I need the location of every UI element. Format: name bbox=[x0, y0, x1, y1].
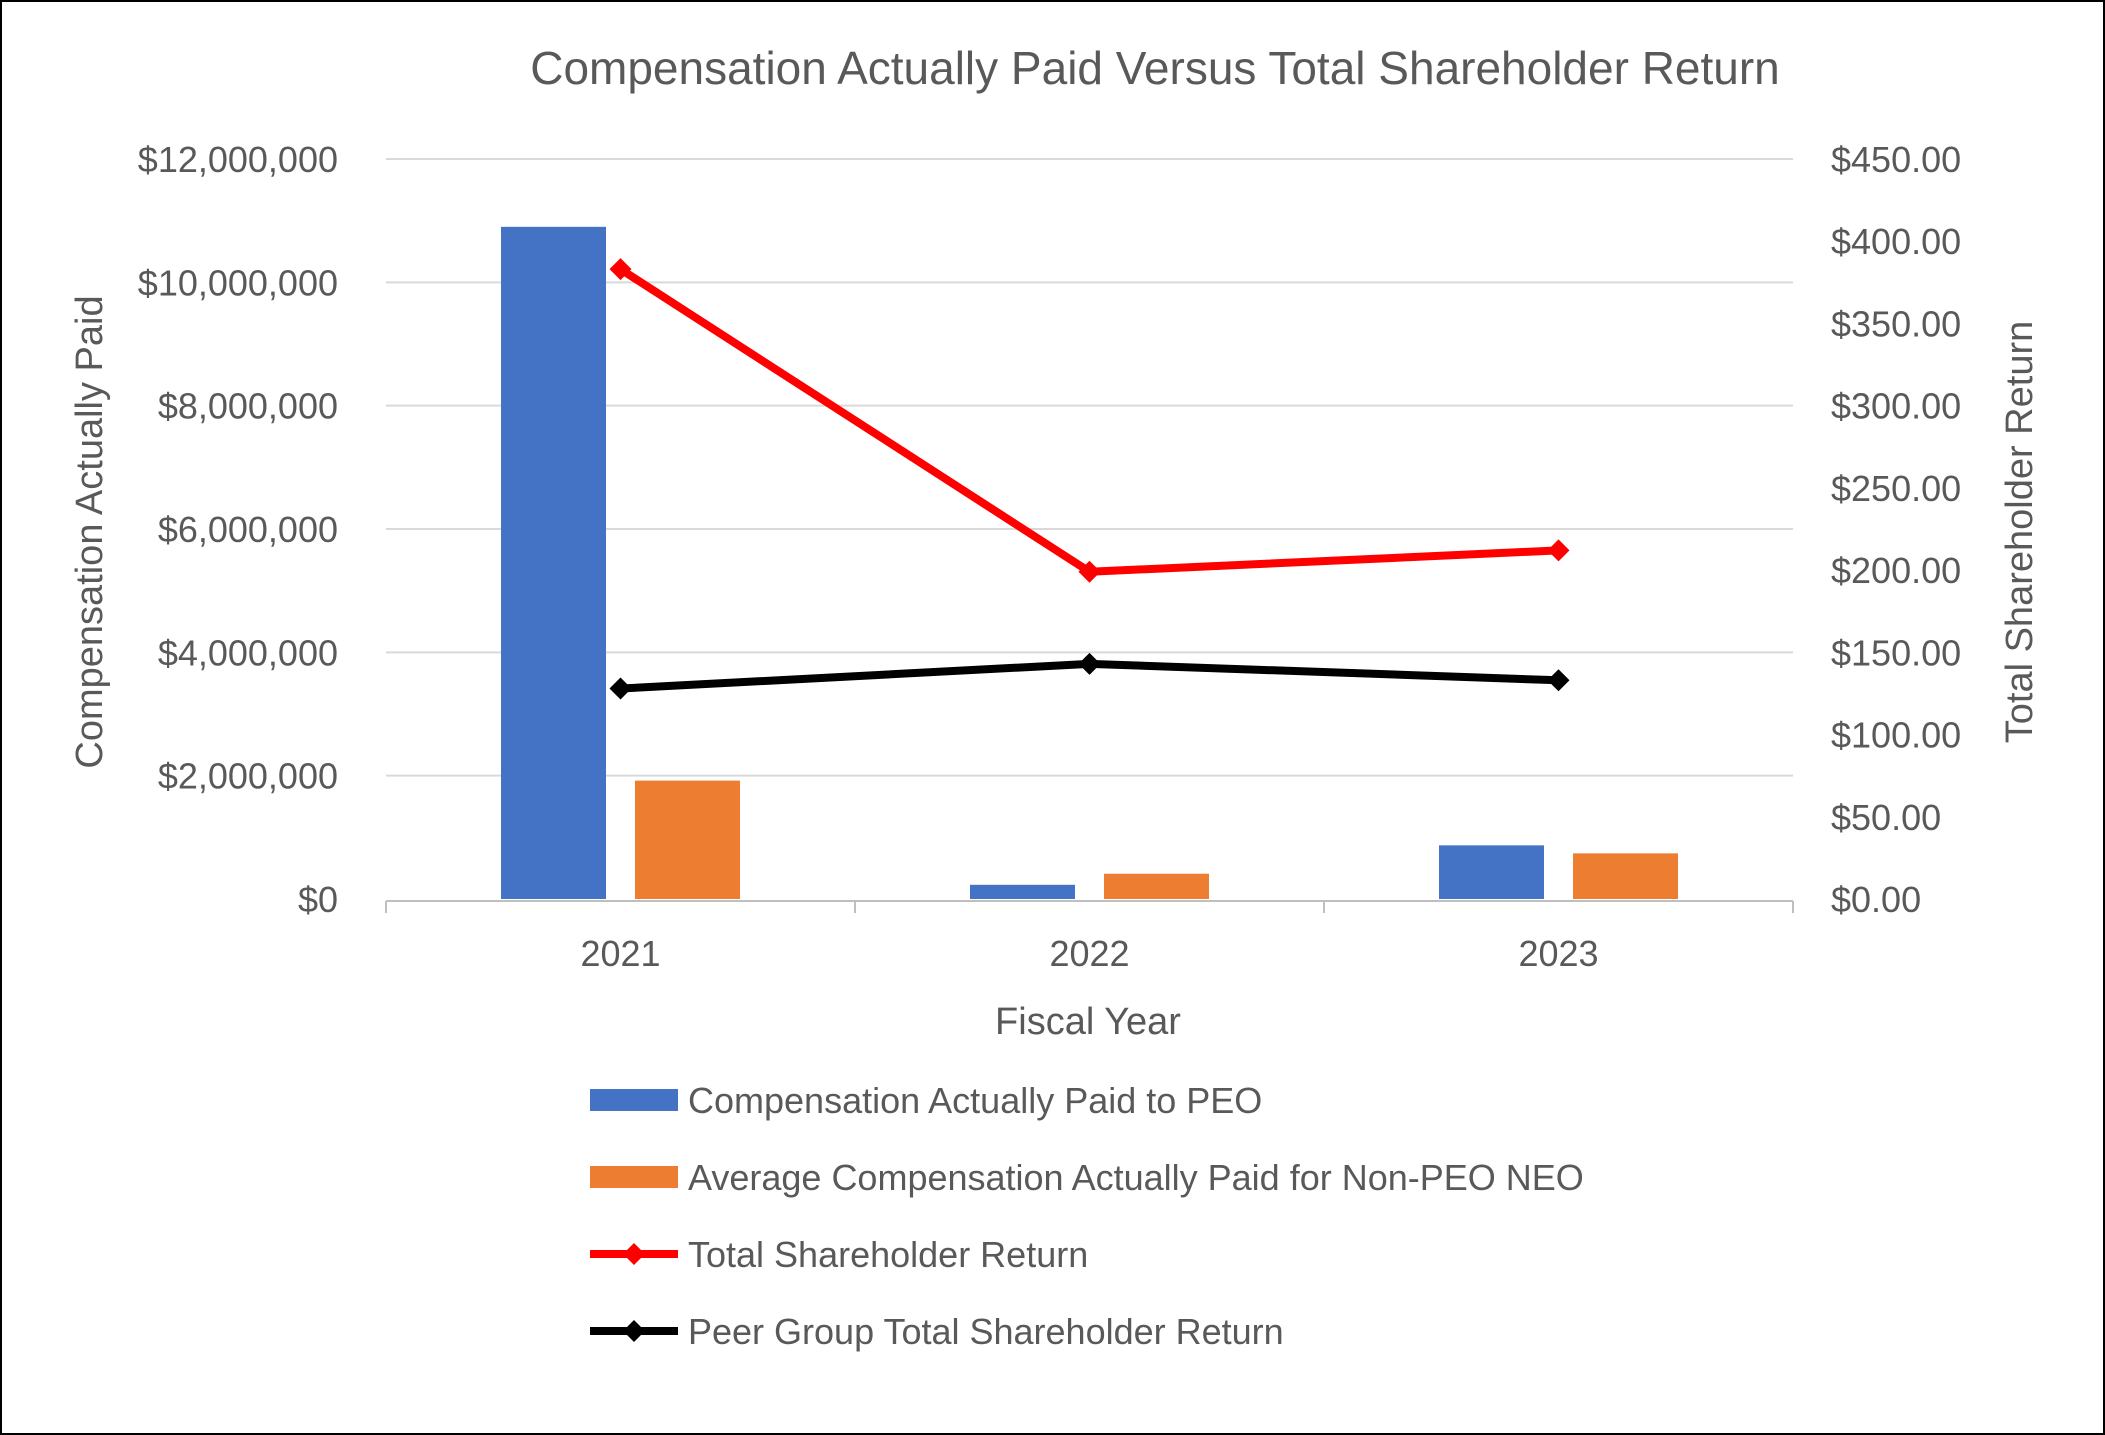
legend-label: Average Compensation Actually Paid for N… bbox=[688, 1157, 1584, 1198]
legend-label: Compensation Actually Paid to PEO bbox=[688, 1080, 1262, 1121]
y-tick-label: $12,000,000 bbox=[138, 139, 338, 180]
y-tick-label: $0 bbox=[298, 879, 338, 920]
x-axis-title: Fiscal Year bbox=[995, 1001, 1181, 1043]
y2-tick-label: $0.00 bbox=[1831, 879, 1921, 920]
legend-label: Peer Group Total Shareholder Return bbox=[688, 1311, 1284, 1352]
bar-2022-series-2 bbox=[1104, 873, 1209, 899]
y-tick-label: $8,000,000 bbox=[158, 386, 338, 427]
y-tick-label: $10,000,000 bbox=[138, 262, 338, 303]
line-point-2021-series-2 bbox=[609, 677, 632, 700]
y2-tick-label: $400.00 bbox=[1831, 221, 1961, 262]
x-tick-label: 2022 bbox=[1049, 933, 1129, 974]
y2-tick-label: $50.00 bbox=[1831, 797, 1941, 838]
bar-2021-series-1 bbox=[501, 226, 606, 900]
line-point-2021-series-1 bbox=[609, 258, 632, 281]
bar-2022-series-1 bbox=[970, 884, 1075, 899]
y-tick-label: $6,000,000 bbox=[158, 509, 338, 550]
y2-tick-label: $300.00 bbox=[1831, 386, 1961, 427]
bars bbox=[501, 226, 1678, 900]
y2-tick-label: $200.00 bbox=[1831, 550, 1961, 591]
legend-label: Total Shareholder Return bbox=[688, 1234, 1088, 1275]
x-tick-label: 2021 bbox=[580, 933, 660, 974]
bar-2023-series-1 bbox=[1439, 845, 1544, 899]
gridlines bbox=[386, 158, 1793, 777]
legend-marker bbox=[623, 1320, 645, 1342]
legend-marker bbox=[623, 1243, 645, 1265]
legend-swatch bbox=[590, 1166, 678, 1188]
bar-2023-series-2 bbox=[1573, 853, 1678, 899]
y2-axis-title: Total Shareholder Return bbox=[1999, 321, 2041, 743]
line-point-2023-series-2 bbox=[1547, 669, 1570, 692]
legend: Compensation Actually Paid to PEO Average… bbox=[590, 1080, 1584, 1352]
line-point-2022-series-2 bbox=[1078, 652, 1101, 675]
legend-swatch bbox=[590, 1089, 678, 1111]
chart-title: Compensation Actually Paid Versus Total … bbox=[530, 42, 1780, 94]
y2-tick-label: $250.00 bbox=[1831, 468, 1961, 509]
y2-tick-label: $100.00 bbox=[1831, 715, 1961, 756]
line-point-2022-series-1 bbox=[1078, 560, 1101, 583]
y-tick-label: $4,000,000 bbox=[158, 632, 338, 673]
bar-2021-series-2 bbox=[635, 780, 740, 899]
y-tick-label: $2,000,000 bbox=[158, 756, 338, 797]
y2-tick-label: $150.00 bbox=[1831, 632, 1961, 673]
y-axis-title: Compensation Actually Paid bbox=[69, 295, 111, 768]
line-point-2023-series-1 bbox=[1547, 539, 1570, 562]
y2-tick-label: $350.00 bbox=[1831, 303, 1961, 344]
x-tick-label: 2023 bbox=[1518, 933, 1598, 974]
series-lines bbox=[609, 258, 1570, 700]
axes bbox=[385, 900, 1794, 913]
tick-labels: $0 $2,000,000 $4,000,000 $6,000,000 $8,000,0… bbox=[138, 139, 1961, 974]
y2-tick-label: $450.00 bbox=[1831, 139, 1961, 180]
